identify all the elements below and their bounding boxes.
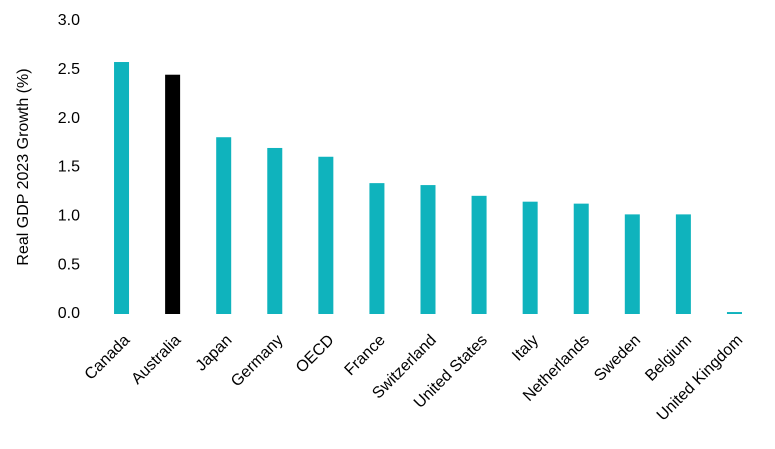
y-axis-label: Real GDP 2023 Growth (%) [15,68,32,265]
x-tick-label: Japan [193,332,236,375]
x-tick-label: Australia [128,332,184,388]
bar [675,214,691,314]
y-tick-label: 3.0 [58,12,80,29]
y-tick-label: 0.0 [58,305,80,322]
x-tick-label: Belgium [642,332,695,385]
bar [114,62,130,314]
x-tick-label: Sweden [591,332,644,385]
x-tick-label: Canada [82,332,134,384]
bar [573,203,589,314]
bar [726,312,742,314]
bar [165,74,181,314]
y-tick-label: 1.0 [58,208,80,225]
bar [624,214,640,314]
bar [522,201,538,314]
x-tick-label: Germany [228,332,287,391]
bar [267,147,283,314]
bar [318,156,334,314]
bar [369,183,385,314]
bar [471,195,487,314]
x-tick-label: OECD [293,332,338,377]
y-tick-label: 0.5 [58,256,80,273]
x-tick-label: Italy [509,332,542,365]
y-tick-label: 2.5 [58,61,80,78]
bar [420,185,436,314]
y-tick-label: 1.5 [58,159,80,176]
x-tick-label: United Kingdom [654,332,747,425]
bar [216,137,232,314]
y-tick-label: 2.0 [58,110,80,127]
x-tick-label: France [342,332,389,379]
